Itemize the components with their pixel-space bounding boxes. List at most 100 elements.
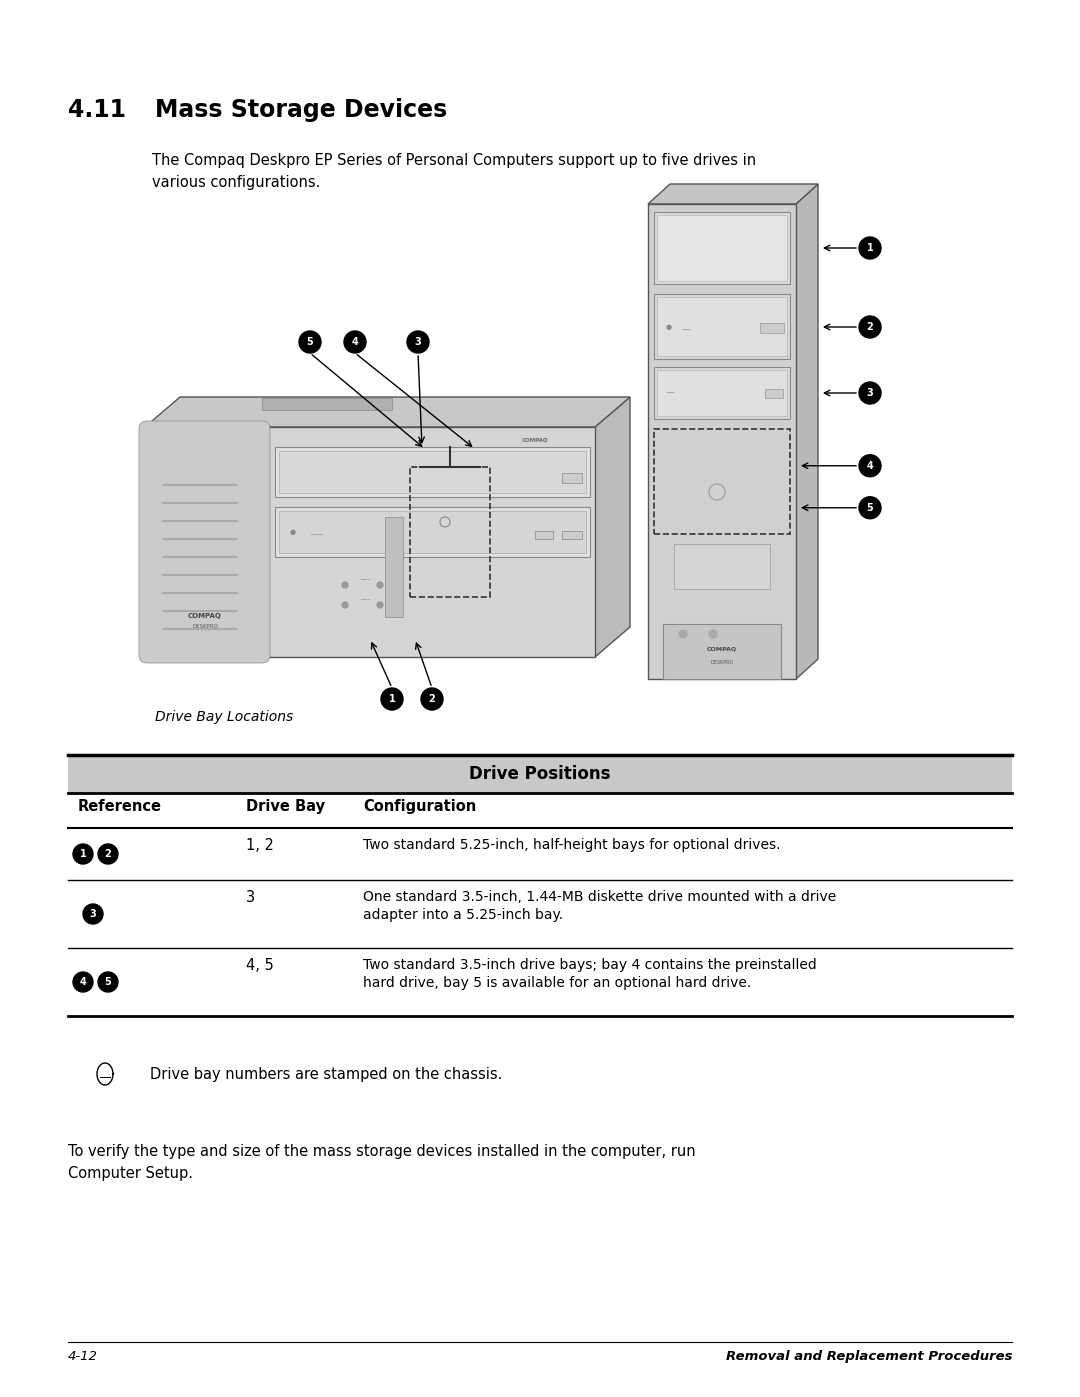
- Polygon shape: [97, 1063, 113, 1085]
- Bar: [654, 367, 789, 419]
- Circle shape: [73, 972, 93, 992]
- Text: One standard 3.5-inch, 1.44-MB diskette drive mounted with a drive: One standard 3.5-inch, 1.44-MB diskette …: [363, 890, 836, 904]
- Text: adapter into a 5.25-inch bay.: adapter into a 5.25-inch bay.: [363, 908, 563, 922]
- Text: 3: 3: [90, 909, 96, 919]
- Text: 4: 4: [80, 977, 86, 988]
- Circle shape: [859, 497, 881, 518]
- Bar: [657, 370, 787, 416]
- Circle shape: [859, 237, 881, 258]
- Text: 4-12: 4-12: [68, 1350, 98, 1363]
- Bar: [275, 507, 590, 557]
- Circle shape: [859, 316, 881, 338]
- Circle shape: [342, 583, 348, 588]
- Text: COMPAQ: COMPAQ: [707, 647, 738, 651]
- Bar: [275, 447, 590, 497]
- Bar: [562, 474, 582, 483]
- Bar: [279, 511, 586, 553]
- Polygon shape: [648, 184, 818, 204]
- Bar: [68, 754, 1012, 793]
- Bar: [279, 451, 586, 493]
- Circle shape: [98, 972, 118, 992]
- Circle shape: [407, 331, 429, 353]
- Text: Two standard 3.5-inch drive bays; bay 4 contains the preinstalled: Two standard 3.5-inch drive bays; bay 4 …: [363, 958, 816, 972]
- Text: 5: 5: [105, 977, 111, 988]
- Text: 5: 5: [307, 337, 313, 346]
- Circle shape: [421, 687, 443, 710]
- Text: Two standard 5.25-inch, half-height bays for optional drives.: Two standard 5.25-inch, half-height bays…: [363, 838, 781, 852]
- Text: Reference: Reference: [78, 799, 162, 814]
- Bar: [384, 517, 403, 617]
- Text: ━━: ━━: [681, 327, 690, 332]
- Circle shape: [708, 630, 717, 638]
- Text: 1: 1: [80, 849, 86, 859]
- Circle shape: [345, 331, 366, 353]
- Bar: [262, 398, 392, 409]
- Text: Drive bay numbers are stamped on the chassis.: Drive bay numbers are stamped on the cha…: [150, 1066, 502, 1081]
- Bar: [654, 429, 789, 534]
- Text: The Compaq Deskpro EP Series of Personal Computers support up to five drives in: The Compaq Deskpro EP Series of Personal…: [152, 154, 756, 168]
- Circle shape: [377, 602, 383, 608]
- Circle shape: [381, 687, 403, 710]
- Circle shape: [299, 331, 321, 353]
- Bar: [654, 293, 789, 359]
- Text: Mass Storage Devices: Mass Storage Devices: [156, 98, 447, 122]
- Text: 4: 4: [866, 461, 874, 471]
- Bar: [654, 212, 789, 284]
- Polygon shape: [595, 397, 630, 657]
- Bar: [663, 624, 781, 679]
- Bar: [760, 323, 784, 332]
- Text: various configurations.: various configurations.: [152, 175, 321, 190]
- Bar: [765, 388, 783, 398]
- Text: Removal and Replacement Procedures: Removal and Replacement Procedures: [726, 1350, 1012, 1363]
- Text: Configuration: Configuration: [363, 799, 476, 814]
- Text: 3: 3: [866, 388, 874, 398]
- Text: 3: 3: [415, 337, 421, 346]
- Text: hard drive, bay 5 is available for an optional hard drive.: hard drive, bay 5 is available for an op…: [363, 977, 752, 990]
- Circle shape: [73, 844, 93, 863]
- Text: 2: 2: [105, 849, 111, 859]
- Text: Drive Positions: Drive Positions: [469, 766, 611, 782]
- Circle shape: [859, 381, 881, 404]
- Circle shape: [83, 904, 103, 923]
- Text: ━━: ━━: [666, 390, 675, 395]
- Text: DESKPRO: DESKPRO: [192, 624, 218, 629]
- Bar: [674, 543, 770, 590]
- Circle shape: [859, 455, 881, 476]
- Polygon shape: [796, 184, 818, 679]
- Text: ●: ●: [291, 529, 296, 535]
- Text: 4: 4: [352, 337, 359, 346]
- Text: Computer Setup.: Computer Setup.: [68, 1166, 193, 1180]
- Text: ━━━: ━━━: [360, 577, 369, 583]
- Text: 4, 5: 4, 5: [246, 958, 273, 972]
- Bar: [535, 531, 553, 539]
- Circle shape: [342, 602, 348, 608]
- Text: 2: 2: [429, 694, 435, 704]
- Text: 1: 1: [866, 243, 874, 253]
- Text: 2: 2: [866, 321, 874, 332]
- Text: DESKPRO: DESKPRO: [711, 661, 733, 665]
- Circle shape: [679, 630, 687, 638]
- Text: COMPAQ: COMPAQ: [188, 613, 221, 619]
- Bar: [562, 531, 582, 539]
- Text: To verify the type and size of the mass storage devices installed in the compute: To verify the type and size of the mass …: [68, 1144, 696, 1160]
- Text: COMPAQ: COMPAQ: [522, 439, 549, 443]
- Bar: [410, 467, 490, 597]
- Circle shape: [377, 583, 383, 588]
- Bar: [657, 215, 787, 281]
- Polygon shape: [145, 397, 630, 427]
- Text: 1: 1: [389, 694, 395, 704]
- Bar: [648, 204, 796, 679]
- Text: ━━━: ━━━: [360, 598, 369, 602]
- Text: 5: 5: [866, 503, 874, 513]
- FancyBboxPatch shape: [139, 420, 270, 664]
- Text: Drive Bay Locations: Drive Bay Locations: [156, 710, 294, 724]
- Text: 3: 3: [246, 890, 255, 905]
- Text: ●: ●: [666, 324, 672, 330]
- Text: ━━━: ━━━: [310, 532, 323, 538]
- Text: 1, 2: 1, 2: [246, 838, 274, 854]
- Bar: [657, 298, 787, 356]
- Circle shape: [98, 844, 118, 863]
- Text: Drive Bay: Drive Bay: [246, 799, 325, 814]
- Text: 4.11: 4.11: [68, 98, 126, 122]
- Bar: [145, 427, 595, 657]
